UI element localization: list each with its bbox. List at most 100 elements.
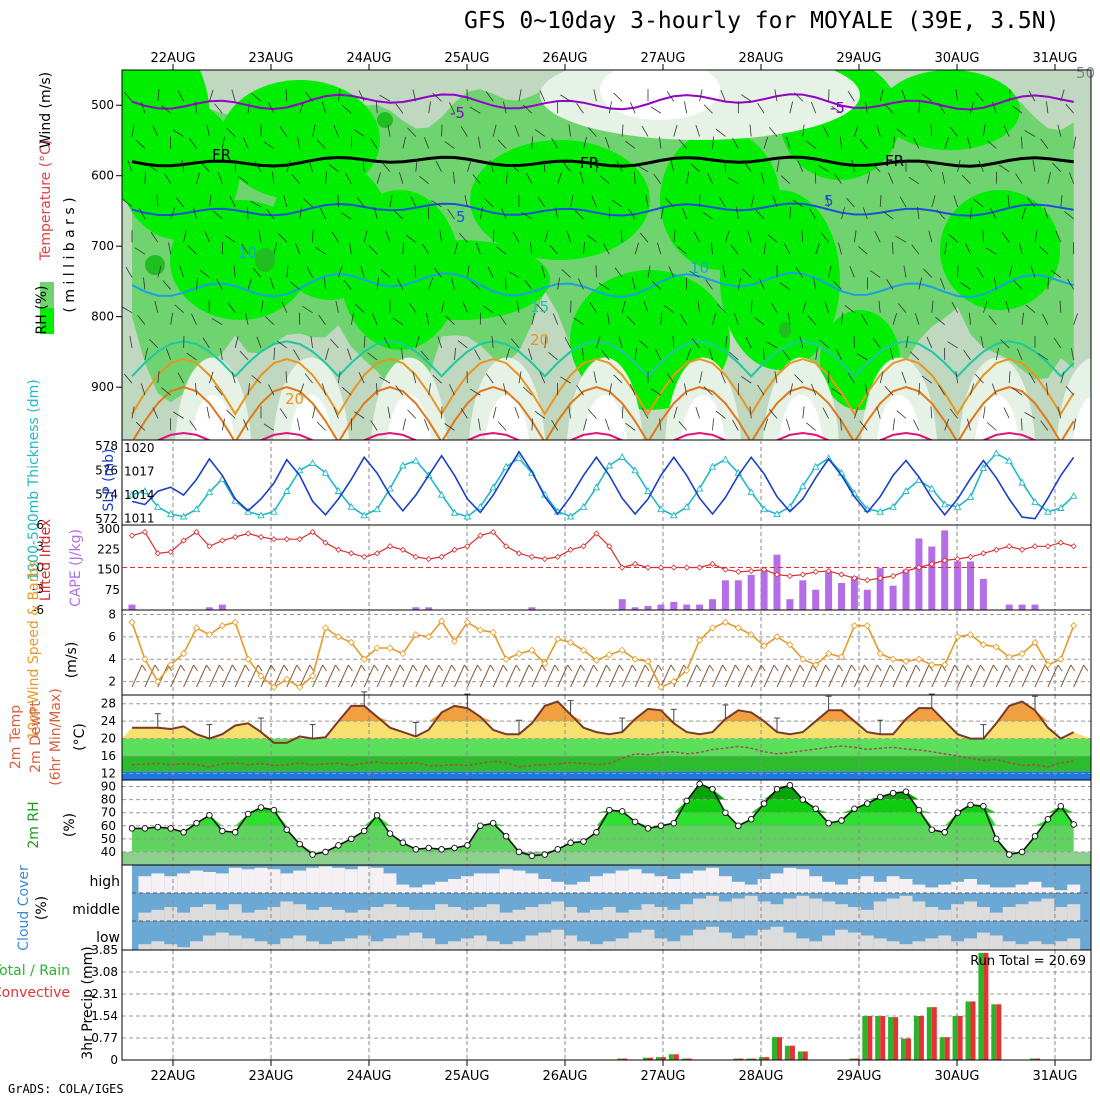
cloud-high-bar (422, 884, 436, 893)
rh-80-blob (660, 130, 780, 270)
upper-wind-barb (605, 418, 610, 431)
precip-total-bar (759, 1057, 765, 1060)
upper-wind-barb (338, 371, 341, 384)
upper-wind-barb (659, 136, 662, 149)
cloud-middle-bar (538, 904, 552, 921)
cloud-high-bar (1028, 881, 1042, 893)
upper-wind-barb (1057, 406, 1062, 419)
upper-wind-barb (625, 140, 636, 149)
rh-tick-label: 90 (101, 780, 116, 794)
upper-wind-barb (895, 235, 907, 243)
upper-wind-barb (214, 385, 223, 396)
li-tick-label: 6 (36, 518, 44, 532)
upper-wind-barb (1046, 383, 1049, 396)
thickness-point (811, 462, 820, 470)
cloud-high-bar (706, 867, 719, 893)
upper-wind-barb (424, 137, 430, 149)
wind-barb-flag (967, 664, 973, 672)
upper-wind-barb (497, 139, 507, 149)
upper-wind-barb (233, 265, 236, 278)
upper-wind-barb (983, 124, 986, 137)
wind-speed-point (554, 635, 562, 643)
upper-wind-barb (561, 269, 571, 278)
cloud-high-bar (241, 869, 255, 893)
upper-wind-barb (161, 105, 171, 114)
upper-wind-barb (318, 314, 326, 325)
upper-wind-barb (994, 277, 997, 290)
upper-wind-barb (499, 314, 507, 325)
rh-point (1044, 815, 1052, 823)
cloud-middle-bar (551, 901, 565, 921)
upper-wind-barb (840, 418, 842, 431)
upper-wind-barb (598, 282, 610, 290)
thickness-point (979, 463, 988, 471)
cloud-middle-bar (693, 898, 707, 921)
upper-wind-barb (886, 279, 894, 290)
upper-wind-barb (170, 207, 175, 220)
upper-wind-barb (673, 406, 678, 419)
wind-speed-point (992, 643, 1000, 651)
upper-wind-barb (1073, 313, 1078, 325)
cloud-high-bar (667, 879, 681, 893)
wind-speed-point (244, 655, 252, 663)
cloud-middle-bar (925, 907, 939, 921)
upper-wind-barb (822, 125, 829, 137)
li-point (206, 543, 213, 550)
upper-wind-barb (376, 101, 378, 114)
upper-wind-barb (841, 312, 843, 325)
isotherm-5 (131, 202, 1074, 217)
wind-speed-point (347, 638, 355, 646)
isotherm-25 (132, 386, 1075, 440)
slp-panel-frame (121, 439, 1092, 526)
upper-wind-barb (278, 233, 288, 243)
cloud-high-bar (951, 881, 965, 893)
li-point (928, 560, 935, 568)
cape-bar (850, 576, 858, 610)
wind-barb-flag (528, 664, 534, 672)
wind-barb-flag (1005, 664, 1011, 672)
thickness-point (966, 493, 975, 501)
rh-axis-label: 2m RH (26, 801, 42, 848)
rh-point (360, 827, 368, 835)
upper-wind-barb (431, 200, 442, 208)
cape-bar (941, 530, 949, 610)
wind-barb-flag (1083, 664, 1089, 672)
wind-speed-point (734, 624, 742, 632)
upper-wind-barb (433, 267, 442, 278)
wind-barb (221, 664, 233, 688)
upper-wind-barb (557, 277, 560, 290)
rh-point (670, 819, 678, 827)
upper-wind-barb (1017, 348, 1023, 361)
precip-convective-bar (622, 1058, 628, 1060)
upper-wind-barb (299, 207, 302, 220)
precip-convective-bar (686, 1058, 692, 1060)
cloud-middle-bar (731, 898, 745, 921)
upper-wind-barb (782, 350, 791, 361)
cloud-low-bar (1002, 941, 1016, 950)
precip-convective-bar (893, 1017, 899, 1060)
thickness-tick-label: 578 (95, 439, 118, 453)
precip-total-bar (681, 1058, 687, 1060)
upper-wind-barb (376, 172, 381, 184)
upper-wind-barb (948, 233, 958, 243)
upper-axis-label: Temperature (°C) (38, 140, 54, 262)
upper-wind-barb (358, 90, 365, 102)
cape-bar (825, 572, 833, 610)
cape-bar (773, 554, 781, 610)
cloud-high-bar (680, 873, 694, 893)
upper-wind-barb (980, 336, 984, 348)
upper-wind-barb (976, 267, 984, 278)
rh-point (631, 818, 639, 826)
upper-wind-barb (243, 137, 249, 149)
wind-barb (196, 664, 207, 688)
upper-wind-barb (464, 195, 468, 208)
li-point (773, 571, 781, 578)
rh-point (722, 809, 729, 816)
upper-wind-barb (789, 383, 793, 396)
upper-wind-barb (1040, 420, 1049, 431)
cloud-high-bar (718, 876, 732, 893)
contour-label: 5 (824, 192, 834, 210)
wind-speed-point (747, 631, 755, 639)
upper-wind-barb (549, 244, 559, 255)
upper-wind-barb (863, 207, 868, 220)
